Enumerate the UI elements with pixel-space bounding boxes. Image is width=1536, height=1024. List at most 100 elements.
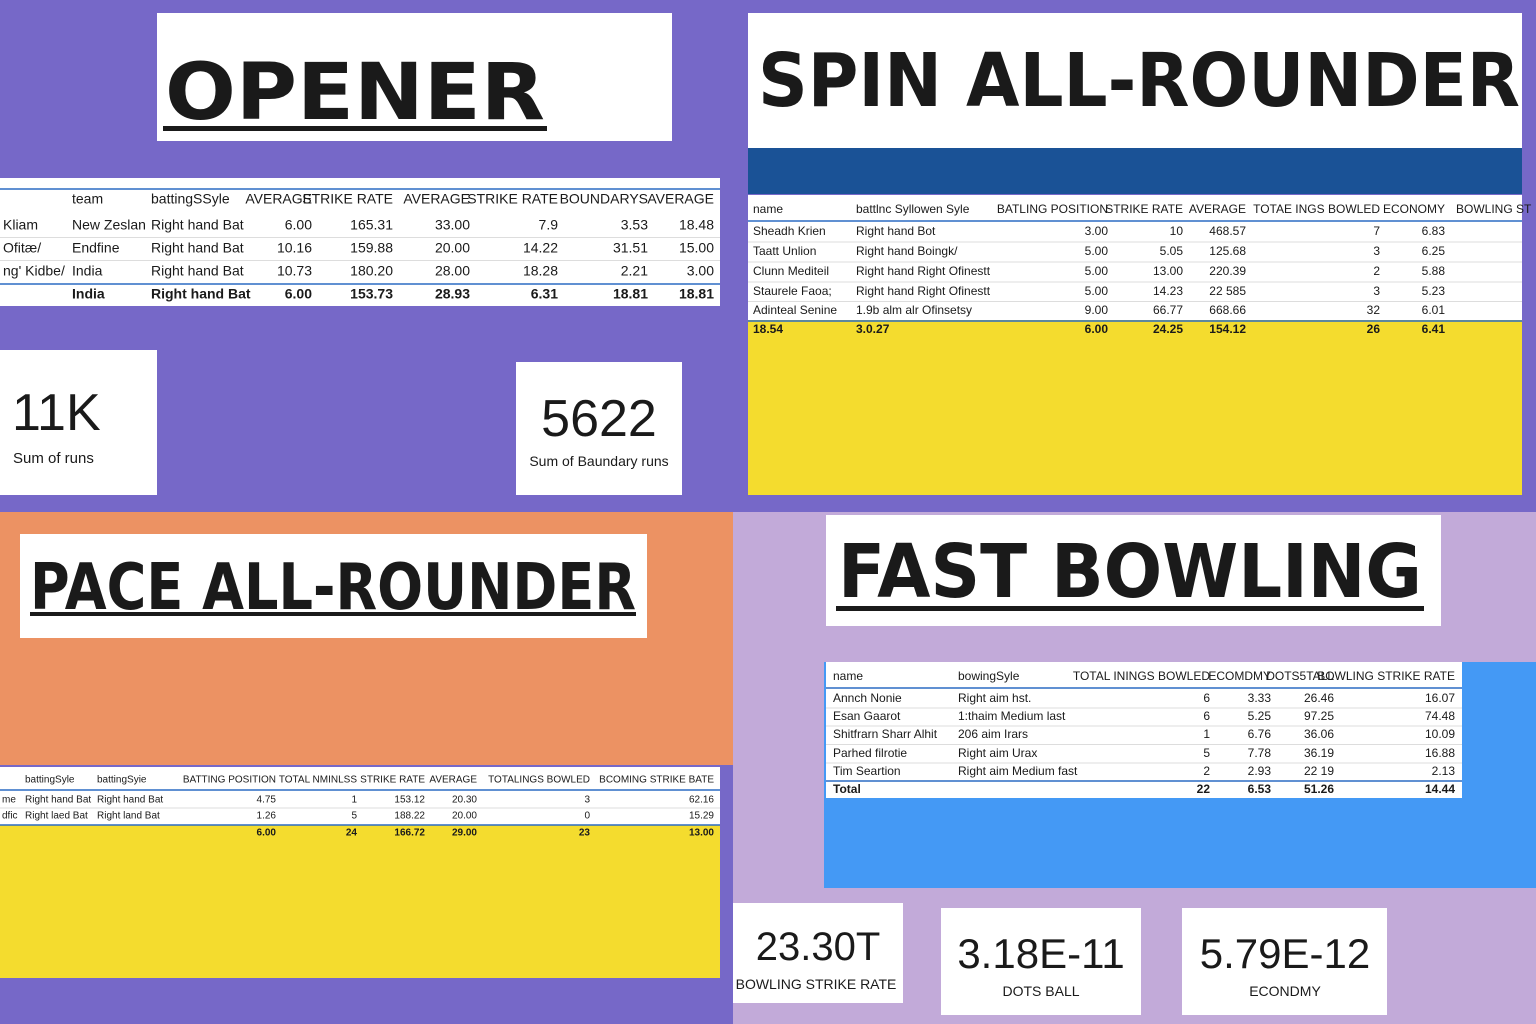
table-cell: 6.01 [1422,303,1446,317]
table-cell: 20.00 [452,811,477,822]
table-cell: 3.00 [687,263,714,279]
total-cell: 23 [579,828,591,839]
table-cell: Right hand Right Ofinestt [856,264,991,278]
total-cell: 6.00 [285,286,312,302]
table-cell: Esan Gaarot [833,709,901,723]
table-cell: Adinteal Senine [753,303,837,317]
header-cell: BATTING POSITION [183,775,276,786]
table-cell: 5.23 [1422,284,1446,298]
table-cell: dfic [2,811,18,822]
table-cell: 0 [584,811,590,822]
table-cell: 7.78 [1248,746,1272,760]
panel-title: FAST BOWLING [838,529,1422,615]
table-cell: 14.22 [523,240,558,256]
card [516,362,682,495]
total-cell: 28.93 [435,286,470,302]
table-cell: 2.21 [621,263,648,279]
total-cell: 6.00 [257,828,277,839]
table-cell: 10.73 [277,263,312,279]
total-cell: 14.44 [1425,782,1455,796]
header-cell: ECOMDMY [1208,669,1271,683]
header-cell: ECONOMY [1383,202,1445,216]
table-cell: 16.07 [1425,691,1455,705]
table-cell: 14.23 [1153,284,1183,298]
table-cell: 2 [1203,764,1210,778]
table-cell: 1:thaim Medium last [958,709,1066,723]
table-cell: Right aim hst. [958,691,1031,705]
table-cell: 97.25 [1304,709,1334,723]
table-cell: Taatt Unlion [753,244,816,258]
table-cell: 22 585 [1209,284,1246,298]
table-cell: 3 [1373,244,1380,258]
table-cell: 32 [1367,303,1381,317]
total-cell: 51.26 [1304,782,1334,796]
table-cell: 10 [1170,224,1184,238]
table-cell: Ofitæ/ [3,240,41,256]
table-cell: 13.00 [1153,264,1183,278]
table-cell: Right hand Bat [25,795,91,806]
table-cell: 1.9b alm alr Ofinsetsy [856,303,972,317]
total-cell: 24 [346,828,358,839]
table-cell: 20.00 [435,240,470,256]
table-cell: 3 [1373,284,1380,298]
card-label: DOTS BALL [1002,983,1079,999]
table-cell: 5.00 [1085,264,1109,278]
table-cell: 10.09 [1425,727,1455,741]
header-cell: AVERAGE [647,191,714,207]
card-value: 11K [12,384,101,442]
table-cell: India [72,263,103,279]
panel-title: OPENER [165,48,545,138]
table-cell: Right aim Urax [958,746,1037,760]
table-cell: ng' Kidbe/ [3,263,65,279]
table-cell: 1 [1203,727,1210,741]
table-cell: 668.66 [1209,303,1246,317]
table-cell: 22 19 [1304,764,1334,778]
table-cell: Shitfrarn Sharr Alhit [833,727,938,741]
table-cell: 66.77 [1153,303,1183,317]
table-cell: 6.83 [1422,224,1446,238]
table-cell: 9.00 [1085,303,1109,317]
table-cell: Right hand Bat [151,217,244,233]
header-cell: bowingSyle [958,669,1020,683]
table-cell: 6.25 [1422,244,1446,258]
total-cell: 6.53 [1248,782,1272,796]
underline [836,606,1424,611]
underline [30,612,636,616]
header-cell: TOTAL NMINLSS [279,775,357,786]
table-cell: 3.53 [621,217,648,233]
table-bg [748,195,1522,320]
table-cell: 2.13 [1432,764,1456,778]
table-cell: 125.68 [1209,244,1246,258]
table-cell: Sheadh Krien [753,224,826,238]
header-cell: AVERAGE [429,775,477,786]
header-cell: BOWLING STRIKE RATE [1317,669,1455,683]
table-cell: 5.05 [1160,244,1184,258]
header-cell: BOWLING ST [1456,202,1532,216]
total-cell: 6.31 [531,286,558,302]
header-cell: STRIKE RATE [360,775,425,786]
total-cell: 22 [1197,782,1211,796]
title-box [157,13,672,141]
header-cell: team [72,191,103,207]
table-cell: 62.16 [689,795,714,806]
table-cell: 26.46 [1304,691,1334,705]
total-cell: India [72,286,105,302]
table-cell: 5.88 [1422,264,1446,278]
table-cell: Endfine [72,240,120,256]
table-cell: 5.25 [1248,709,1272,723]
table-cell: 5 [1203,746,1210,760]
total-cell: Total [833,782,861,796]
table-cell: 2.93 [1248,764,1272,778]
table-cell: Right aim Medium fast [958,764,1078,778]
table-cell: Clunn Mediteil [753,264,829,278]
table-cell: 5.00 [1085,244,1109,258]
table-cell: 3.33 [1248,691,1272,705]
table-cell: Right hand Bat [151,240,244,256]
total-cell: 6.41 [1422,322,1446,336]
card [941,908,1141,1015]
table-cell: 6 [1203,709,1210,723]
table-fill [748,320,1522,495]
card-value: 5622 [541,390,657,448]
